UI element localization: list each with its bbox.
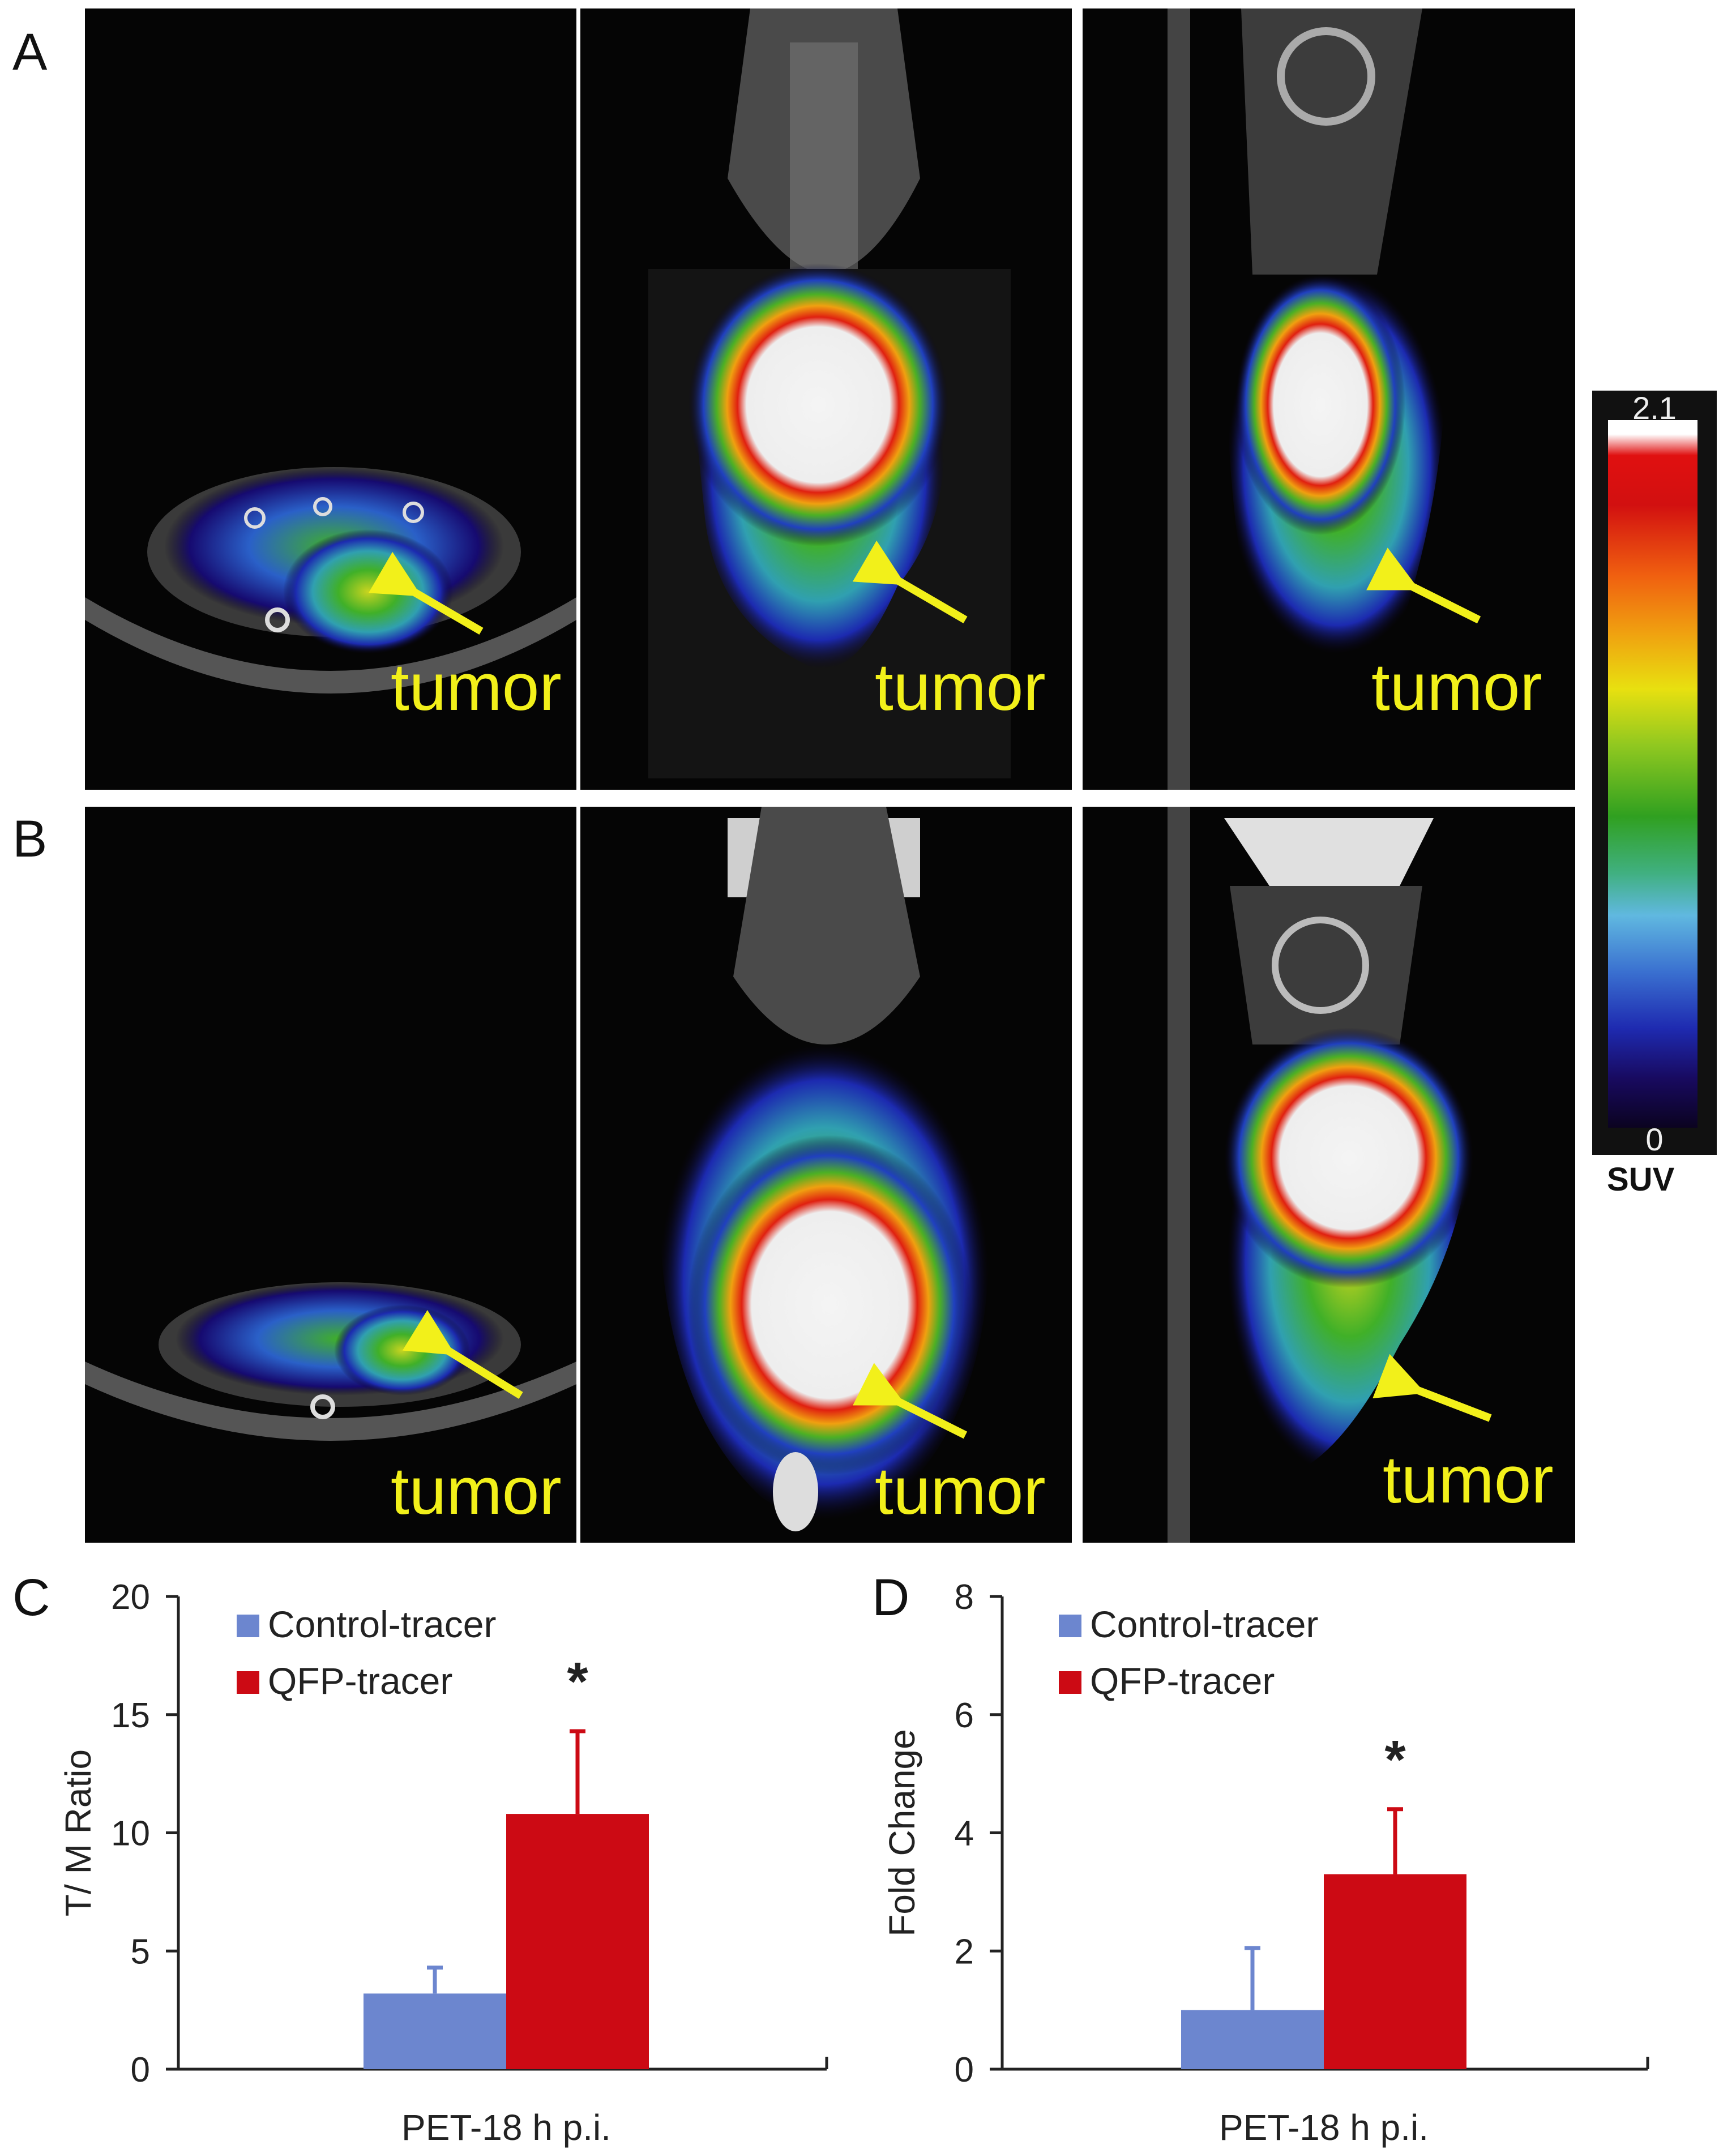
scan-b-axial: tumor xyxy=(85,807,576,1543)
chart-c-legend-label-0: Control-tracer xyxy=(268,1603,496,1645)
chart-c-bar-0 xyxy=(364,1993,506,2069)
chart-d-ytick-label-0: 0 xyxy=(955,2050,974,2090)
chart-d-legend-swatch-0 xyxy=(1059,1615,1081,1637)
scan-b-sagittal: tumor xyxy=(1083,807,1575,1543)
chart-d-legend-label-1: QFP-tracer xyxy=(1090,1660,1275,1702)
scan-a-axial-image xyxy=(85,467,576,693)
scan-a-sagittal-image xyxy=(1168,8,1481,790)
tumor-label-a-axial: tumor xyxy=(391,650,562,725)
chart-d-ytick-label-2: 4 xyxy=(955,1814,974,1853)
tumor-label-a-coronal: tumor xyxy=(875,650,1046,725)
scan-a-axial: tumor xyxy=(85,8,576,790)
scan-a-coronal: tumor xyxy=(580,8,1072,790)
chart-d-bar-0 xyxy=(1181,2010,1324,2069)
chart-c-legend-swatch-1 xyxy=(237,1671,259,1694)
suv-colorbar-gradient xyxy=(1608,420,1697,1128)
chart-c: 0 5 10 15 20 T/ M Ratio PET-18 h p.i. * Control-… xyxy=(0,1574,861,2148)
chart-c-legend-swatch-0 xyxy=(237,1615,259,1637)
panel-letter-d: D xyxy=(872,1569,910,1626)
chart-d: 0 2 4 6 8 Fold Change PET-18 h p.i. * Control-tr… xyxy=(861,1574,1736,2148)
scan-b-coronal: tumor xyxy=(580,807,1072,1543)
chart-d-significance-star: * xyxy=(1384,1730,1406,1790)
chart-d-ytick-label-4: 8 xyxy=(955,1578,974,1617)
chart-d-ylabel: Fold Change xyxy=(882,1729,922,1936)
tumor-label-b-axial: tumor xyxy=(391,1454,562,1529)
chart-c-ytick-label-4: 20 xyxy=(111,1578,150,1617)
chart-c-ylabel: T/ M Ratio xyxy=(58,1749,99,1916)
chart-d-xlabel: PET-18 h p.i. xyxy=(1219,2107,1429,2148)
tumor-label-a-sagittal: tumor xyxy=(1371,650,1542,725)
suv-colorbar-min: 0 xyxy=(1645,1121,1664,1157)
scan-b-axial-image xyxy=(85,1282,576,1441)
suv-colorbar: 2.1 0 xyxy=(1592,390,1717,1157)
chart-c-bar-1 xyxy=(506,1814,649,2069)
chart-c-significance-star: * xyxy=(567,1651,588,1712)
suv-unit-label: SUV xyxy=(1607,1161,1675,1198)
chart-d-svg: 0 2 4 6 8 Fold Change PET-18 h p.i. * Control-tr… xyxy=(882,1578,1649,2148)
tumor-label-b-sagittal: tumor xyxy=(1383,1442,1554,1517)
chart-c-xlabel: PET-18 h p.i. xyxy=(401,2107,611,2148)
scan-a-sagittal: tumor xyxy=(1083,8,1575,790)
panel-letter-c: C xyxy=(12,1569,50,1626)
chart-c-ytick-label-3: 15 xyxy=(111,1696,150,1735)
chart-d-ytick-label-3: 6 xyxy=(955,1696,974,1735)
chart-c-svg: 0 5 10 15 20 T/ M Ratio PET-18 h p.i. * Control-… xyxy=(58,1578,828,2148)
chart-d-legend-swatch-1 xyxy=(1059,1671,1081,1694)
chart-d-legend-label-0: Control-tracer xyxy=(1090,1603,1318,1645)
panel-letter-b: B xyxy=(12,810,48,868)
scan-b-sagittal-image xyxy=(1168,807,1492,1543)
scan-b-coronal-image xyxy=(659,807,989,1531)
chart-d-ytick-label-1: 2 xyxy=(955,1932,974,1971)
panel-letter-a: A xyxy=(12,23,48,81)
suv-colorbar-max: 2.1 xyxy=(1632,390,1677,426)
tumor-label-b-coronal: tumor xyxy=(875,1454,1046,1529)
chart-c-ytick-label-1: 5 xyxy=(131,1932,150,1971)
chart-c-ytick-label-2: 10 xyxy=(111,1814,150,1853)
chart-c-ytick-label-0: 0 xyxy=(131,2050,150,2090)
scan-a-coronal-image xyxy=(648,8,1011,778)
chart-c-legend-label-1: QFP-tracer xyxy=(268,1660,452,1702)
chart-d-bar-1 xyxy=(1324,1874,1466,2069)
